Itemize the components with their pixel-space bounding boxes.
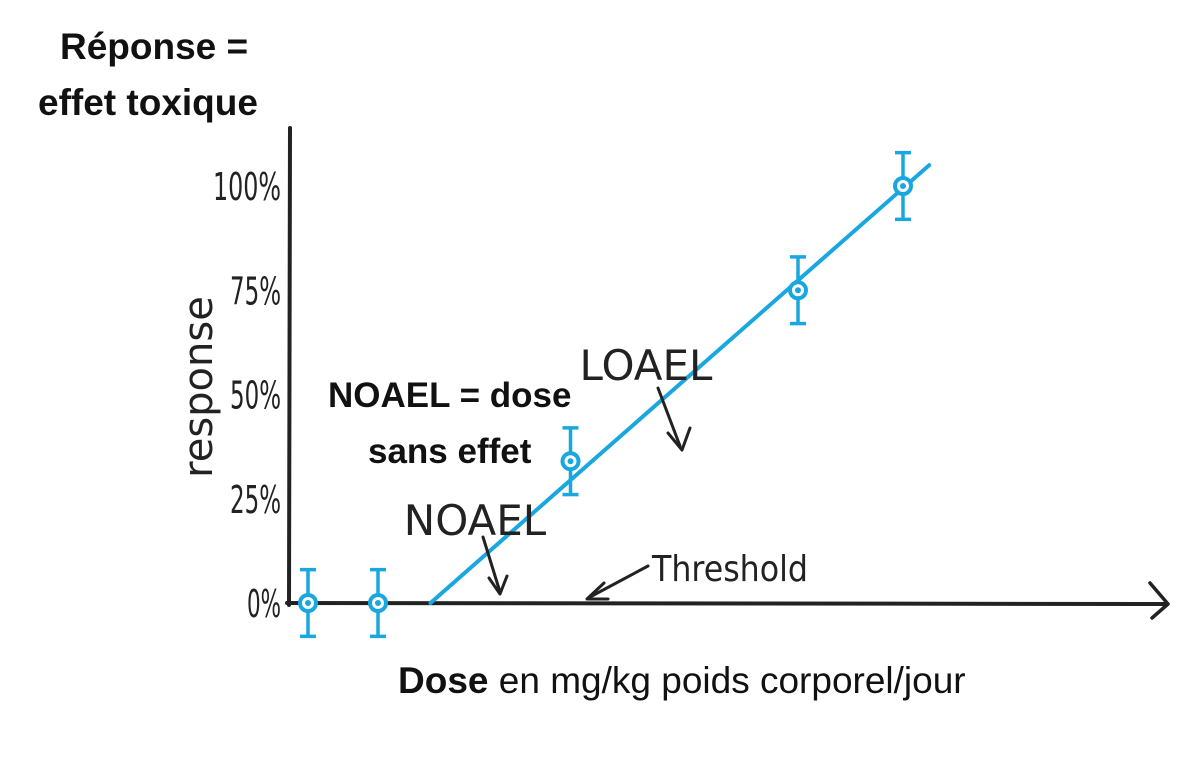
annotations: NOAEL LOAEL Threshold (404, 341, 808, 601)
data-point (788, 255, 808, 326)
y-tick-label: 75% (230, 269, 281, 313)
data-point (560, 426, 581, 497)
y-tick-label: 50% (230, 374, 281, 418)
x-axis-label-bold: Dose (398, 660, 489, 701)
noael-definition-line-2: sans effet (368, 432, 532, 471)
y-title-line-2: effet toxique (38, 82, 258, 123)
noael-definition-line-1: NOAEL = dose (328, 376, 572, 415)
y-tick-label: 25% (230, 478, 281, 522)
x-axis-label-rest: en mg/kg poids corporel/jour (488, 660, 966, 701)
x-axis-arrowhead (1148, 581, 1170, 620)
y-tick-label: 100% (213, 165, 281, 209)
x-axis-line (285, 601, 1168, 606)
loael-annotation: LOAEL (580, 341, 713, 390)
loael-arrow (656, 386, 682, 448)
x-axis-label: Dose en mg/kg poids corporel/jour (398, 660, 966, 702)
point-marker-center (900, 183, 906, 189)
threshold-annotation: Threshold (651, 549, 808, 590)
threshold-arrow (588, 564, 650, 599)
noael-arrow (481, 535, 502, 594)
y-tick-label: 0% (247, 582, 281, 626)
chart-axes (285, 126, 1170, 620)
y-axis-label: response (176, 296, 222, 478)
point-marker-center (567, 458, 574, 465)
data-point (298, 567, 318, 639)
y-title-line-1: Réponse = (60, 26, 249, 67)
y-tick-labels: 0% 25% 50% 75% 100% response (176, 165, 281, 626)
point-marker-center (305, 600, 311, 606)
noael-annotation: NOAEL (404, 496, 547, 545)
point-marker-center (375, 600, 381, 606)
y-axis-line (287, 126, 292, 607)
noael-arrowhead (487, 574, 509, 596)
data-point (368, 567, 388, 639)
fit-line (428, 163, 932, 605)
point-marker-center (795, 287, 801, 294)
data-points (298, 150, 913, 639)
loael-arrowhead (666, 426, 692, 452)
threshold-arrowhead (585, 581, 610, 601)
fit-line-group (428, 163, 932, 605)
data-point (893, 150, 913, 222)
